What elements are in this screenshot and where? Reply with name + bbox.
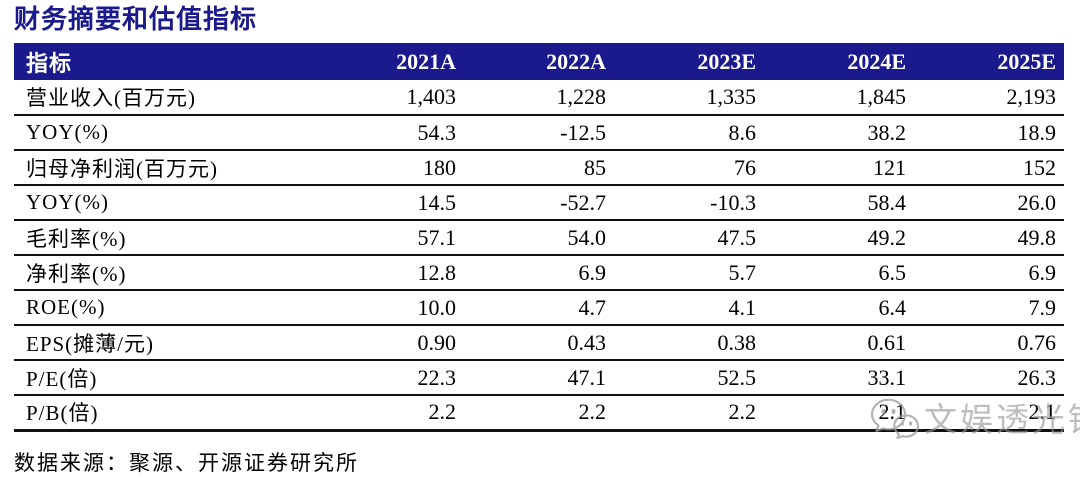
cell-value: -12.5	[464, 115, 614, 151]
cell-value: 5.7	[614, 255, 764, 291]
table-row-revenue-yoy: YOY(%) 54.3 -12.5 8.6 38.2 18.9	[14, 115, 1064, 151]
table-row-roe: ROE(%) 10.0 4.7 4.1 6.4 7.9	[14, 290, 1064, 326]
cell-value: 6.9	[464, 255, 614, 291]
data-source-note: 数据来源：聚源、开源证券研究所	[14, 450, 359, 475]
cell-value: 52.5	[614, 360, 764, 396]
page-title: 财务摘要和估值指标	[14, 5, 258, 34]
column-header-2022a: 2022A	[464, 43, 614, 80]
column-header-2025e: 2025E	[914, 43, 1064, 80]
cell-value: 57.1	[314, 220, 464, 256]
cell-value: 54.0	[464, 220, 614, 256]
cell-value: 0.43	[464, 325, 614, 361]
cell-value: 2.1	[914, 395, 1064, 432]
column-header-2021a: 2021A	[314, 43, 464, 80]
table-row-pe: P/E(倍) 22.3 47.1 52.5 33.1 26.3	[14, 360, 1064, 396]
table-row-gross-margin: 毛利率(%) 57.1 54.0 47.5 49.2 49.8	[14, 220, 1064, 256]
cell-value: 1,335	[614, 80, 764, 116]
cell-value: 47.5	[614, 220, 764, 256]
cell-value: 33.1	[764, 360, 914, 396]
cell-value: 26.0	[914, 185, 1064, 221]
row-label: 归母净利润(百万元)	[14, 150, 314, 186]
cell-value: 54.3	[314, 115, 464, 151]
cell-value: 1,403	[314, 80, 464, 116]
row-label: P/B(倍)	[14, 395, 314, 432]
cell-value: 6.9	[914, 255, 1064, 291]
table-row-revenue: 营业收入(百万元) 1,403 1,228 1,335 1,845 2,193	[14, 80, 1064, 116]
cell-value: 26.3	[914, 360, 1064, 396]
column-header-2023e: 2023E	[614, 43, 764, 80]
cell-value: -10.3	[614, 185, 764, 221]
cell-value: 180	[314, 150, 464, 186]
cell-value: 38.2	[764, 115, 914, 151]
cell-value: 7.9	[914, 290, 1064, 326]
cell-value: 18.9	[914, 115, 1064, 151]
cell-value: 49.8	[914, 220, 1064, 256]
cell-value: 6.5	[764, 255, 914, 291]
cell-value: 12.8	[314, 255, 464, 291]
cell-value: 10.0	[314, 290, 464, 326]
cell-value: 49.2	[764, 220, 914, 256]
table-row-eps: EPS(摊薄/元) 0.90 0.43 0.38 0.61 0.76	[14, 325, 1064, 361]
cell-value: 2.2	[464, 395, 614, 432]
cell-value: 58.4	[764, 185, 914, 221]
financial-summary-table: 指标 2021A 2022A 2023E 2024E 2025E 营业收入(百万…	[14, 43, 1064, 432]
row-label: 营业收入(百万元)	[14, 80, 314, 116]
cell-value: 0.90	[314, 325, 464, 361]
column-header-metric: 指标	[14, 43, 314, 80]
cell-value: 1,228	[464, 80, 614, 116]
cell-value: 0.76	[914, 325, 1064, 361]
cell-value: 22.3	[314, 360, 464, 396]
table-row-net-profit: 归母净利润(百万元) 180 85 76 121 152	[14, 150, 1064, 186]
cell-value: 4.7	[464, 290, 614, 326]
cell-value: 85	[464, 150, 614, 186]
row-label: 净利率(%)	[14, 255, 314, 291]
row-label: YOY(%)	[14, 115, 314, 151]
cell-value: 121	[764, 150, 914, 186]
cell-value: 8.6	[614, 115, 764, 151]
cell-value: 2,193	[914, 80, 1064, 116]
table-row-pb: P/B(倍) 2.2 2.2 2.2 2.1 2.1	[14, 395, 1064, 432]
row-label: 毛利率(%)	[14, 220, 314, 256]
table-header-row: 指标 2021A 2022A 2023E 2024E 2025E	[14, 43, 1064, 80]
cell-value: 6.4	[764, 290, 914, 326]
cell-value: 1,845	[764, 80, 914, 116]
cell-value: -52.7	[464, 185, 614, 221]
cell-value: 2.2	[314, 395, 464, 432]
cell-value: 2.2	[614, 395, 764, 432]
cell-value: 2.1	[764, 395, 914, 432]
row-label: EPS(摊薄/元)	[14, 325, 314, 361]
cell-value: 14.5	[314, 185, 464, 221]
column-header-2024e: 2024E	[764, 43, 914, 80]
cell-value: 0.38	[614, 325, 764, 361]
table-row-net-profit-yoy: YOY(%) 14.5 -52.7 -10.3 58.4 26.0	[14, 185, 1064, 221]
cell-value: 76	[614, 150, 764, 186]
row-label: YOY(%)	[14, 185, 314, 221]
cell-value: 152	[914, 150, 1064, 186]
row-label: ROE(%)	[14, 290, 314, 326]
cell-value: 47.1	[464, 360, 614, 396]
table-row-net-margin: 净利率(%) 12.8 6.9 5.7 6.5 6.9	[14, 255, 1064, 291]
cell-value: 0.61	[764, 325, 914, 361]
cell-value: 4.1	[614, 290, 764, 326]
row-label: P/E(倍)	[14, 360, 314, 396]
